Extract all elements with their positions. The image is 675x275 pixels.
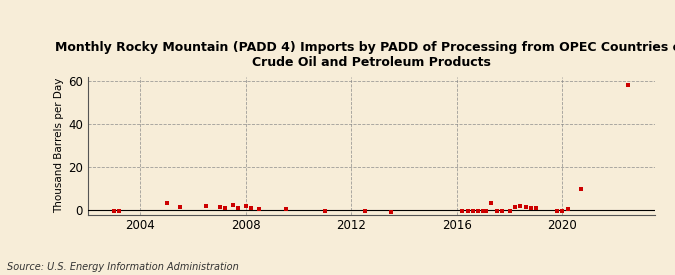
Point	[109, 209, 119, 213]
Point	[525, 205, 536, 210]
Point	[175, 205, 186, 209]
Point	[562, 207, 573, 211]
Point	[491, 209, 502, 213]
Point	[472, 209, 483, 213]
Point	[551, 209, 562, 213]
Point	[520, 205, 531, 209]
Point	[359, 209, 370, 213]
Point	[557, 209, 568, 213]
Point	[114, 209, 125, 213]
Point	[486, 200, 497, 205]
Point	[233, 205, 244, 210]
Point	[280, 207, 291, 211]
Text: Source: U.S. Energy Information Administration: Source: U.S. Energy Information Administ…	[7, 262, 238, 272]
Point	[623, 82, 634, 87]
Point	[478, 209, 489, 213]
Point	[227, 203, 238, 207]
Title: Monthly Rocky Mountain (PADD 4) Imports by PADD of Processing from OPEC Countrie: Monthly Rocky Mountain (PADD 4) Imports …	[55, 41, 675, 69]
Point	[240, 204, 251, 208]
Point	[161, 200, 172, 205]
Point	[214, 205, 225, 209]
Point	[515, 204, 526, 208]
Point	[510, 205, 520, 209]
Point	[481, 209, 491, 213]
Point	[504, 209, 515, 213]
Point	[320, 209, 331, 213]
Point	[576, 186, 587, 191]
Point	[467, 209, 478, 213]
Point	[219, 206, 230, 210]
Y-axis label: Thousand Barrels per Day: Thousand Barrels per Day	[54, 78, 64, 213]
Point	[254, 207, 265, 211]
Point	[246, 206, 256, 210]
Point	[385, 210, 396, 214]
Point	[531, 206, 541, 210]
Point	[496, 209, 507, 213]
Point	[457, 209, 468, 213]
Point	[201, 204, 212, 208]
Point	[462, 209, 473, 213]
